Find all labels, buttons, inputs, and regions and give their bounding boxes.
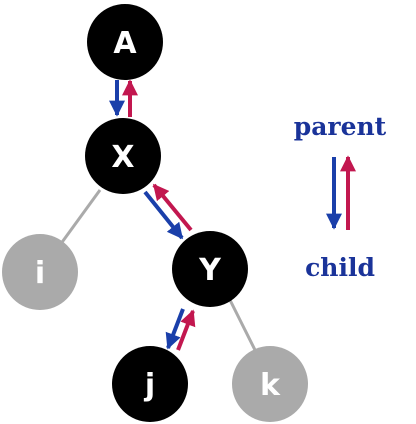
node-x-label: X bbox=[111, 140, 134, 175]
node-a-label: A bbox=[113, 26, 137, 61]
legend-parent-label: parent bbox=[294, 112, 387, 141]
node-k-label: k bbox=[260, 368, 281, 403]
node-i: i bbox=[2, 234, 78, 310]
legend-child-label: child bbox=[305, 253, 375, 282]
node-j: j bbox=[112, 346, 188, 422]
node-i-label: i bbox=[35, 256, 45, 291]
node-j-label: j bbox=[144, 368, 155, 403]
node-y: Y bbox=[172, 231, 248, 307]
node-x: X bbox=[85, 118, 161, 194]
node-a: A bbox=[87, 4, 163, 80]
arrow-x-to-y-down bbox=[143, 190, 184, 240]
node-k: k bbox=[232, 346, 308, 422]
arrow-y-to-x-up bbox=[152, 183, 193, 232]
arrow-j-to-y-up bbox=[176, 309, 196, 351]
node-y-label: Y bbox=[198, 253, 222, 288]
edge-x-i bbox=[58, 189, 102, 246]
